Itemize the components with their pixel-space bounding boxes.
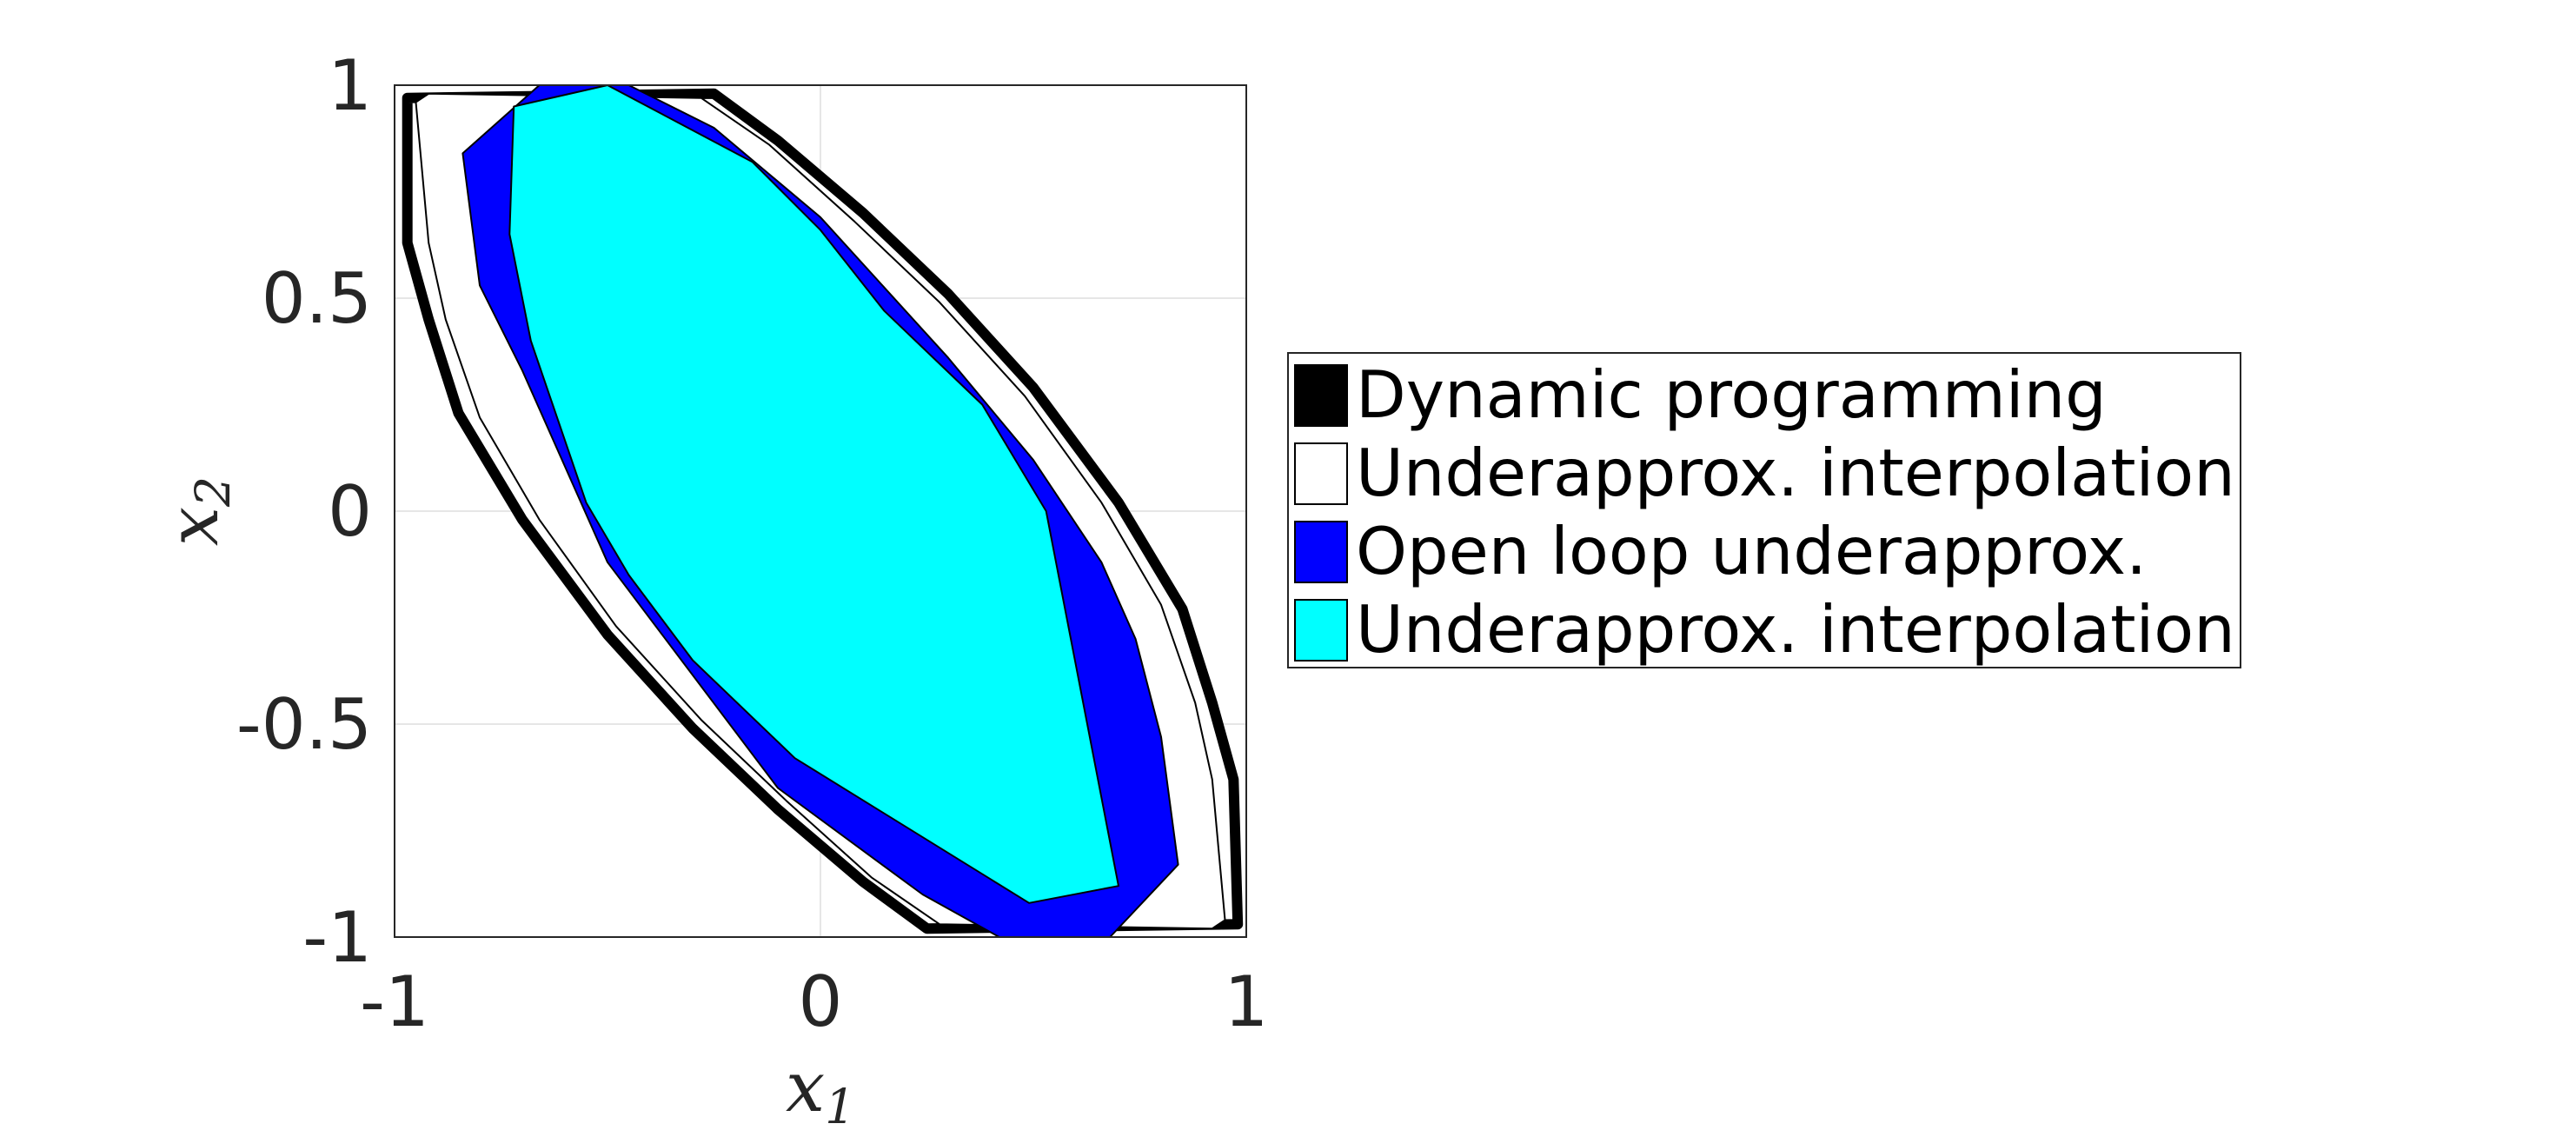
- y-tick-label: -0.5: [236, 684, 372, 765]
- legend-swatch: [1294, 521, 1348, 583]
- x-tick-label: 0: [799, 961, 843, 1042]
- legend-entry: Dynamic programming: [1294, 356, 2107, 433]
- legend-label: Open loop underapprox.: [1356, 513, 2147, 589]
- y-axis-label: x2: [153, 476, 241, 546]
- x-tick-label: 1: [1225, 961, 1269, 1042]
- legend-swatch: [1294, 599, 1348, 662]
- x-tick-label: -1: [360, 961, 429, 1042]
- legend-label: Dynamic programming: [1356, 356, 2107, 433]
- legend-swatch: [1294, 364, 1348, 427]
- legend-entry: Underapprox. interpolation: [1294, 591, 2235, 668]
- y-tick-label: 0: [328, 471, 372, 552]
- legend-box: [1287, 352, 2241, 668]
- y-tick-label: 0.5: [262, 258, 372, 339]
- plot-frame: [394, 84, 1247, 938]
- legend-label: Underapprox. interpolation: [1356, 435, 2235, 511]
- series-4-region: [508, 84, 1119, 904]
- legend-entry: Underapprox. interpolation: [1294, 435, 2235, 511]
- y-tick-label: -1: [302, 897, 372, 978]
- legend-swatch: [1294, 442, 1348, 505]
- tick-labels: -1 0 1 -1 -0.5 0 0.5 1: [236, 45, 1269, 1042]
- series-layer: [402, 84, 1244, 938]
- legend-entry: Open loop underapprox.: [1294, 513, 2147, 589]
- x-axis-label: x1: [786, 1047, 855, 1134]
- legend-label: Underapprox. interpolation: [1356, 591, 2235, 668]
- y-tick-label: 1: [328, 45, 372, 126]
